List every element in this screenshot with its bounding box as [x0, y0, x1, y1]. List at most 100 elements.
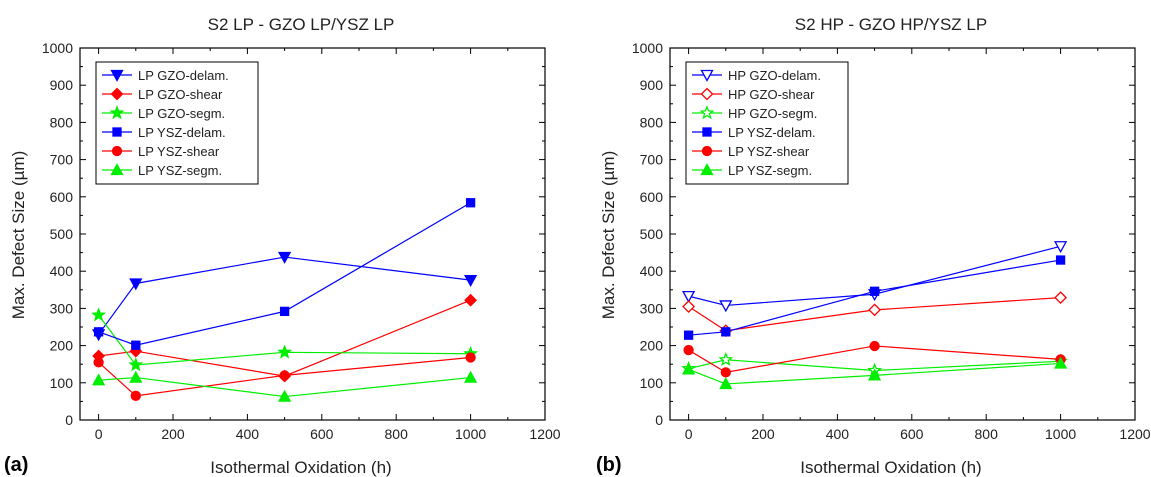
panel-b-y-tick-label: 0	[655, 412, 663, 428]
panel-a-data-point	[91, 307, 107, 322]
panel-a-letter: (a)	[4, 454, 28, 476]
panel-b-series-line	[688, 297, 1061, 332]
panel-b-data-point	[868, 368, 882, 381]
panel-a-legend-marker	[110, 87, 124, 101]
panel-a-legend-entry: LP YSZ-shear	[102, 144, 220, 159]
panel-b-legend-label: LP YSZ-shear	[728, 144, 810, 159]
panel-a-y-tick-label: 700	[50, 152, 74, 168]
panel-a-x-tick-label: 800	[385, 426, 409, 442]
panel-a-data-point	[278, 251, 292, 264]
panel-a-legend-label: LP GZO-segm.	[138, 106, 225, 121]
panel-a-data-point	[279, 306, 290, 317]
panel-b-y-tick-label: 300	[640, 300, 664, 316]
panel-a-x-tick-label: 200	[161, 426, 185, 442]
panel-b-data-point	[719, 300, 733, 313]
panel-a-legend-entry: LP GZO-shear	[102, 87, 223, 102]
panel-b-y-axis-label: Max. Defect Size (µm)	[599, 151, 618, 320]
panel-a-data-point	[279, 370, 290, 381]
panel-b-title: S2 HP - GZO HP/YSZ LP	[795, 15, 987, 34]
panel-b-legend-label: HP GZO-shear	[728, 87, 815, 102]
panel-b: S2 HP - GZO HP/YSZ LP Isothermal Oxidati…	[596, 15, 1151, 477]
panel-a-data-point	[278, 389, 292, 402]
panel-a-series-6	[92, 370, 478, 402]
panel-a-x-tick-label: 0	[95, 426, 103, 442]
panel-b-data-point	[719, 377, 733, 390]
panel-b-series-line	[688, 359, 1061, 372]
panel-b-series-line	[688, 362, 1061, 385]
panel-b-legend-box	[685, 61, 849, 185]
panel-a-legend-entry: LP YSZ-delam.	[102, 125, 226, 140]
panel-b-data-point	[1054, 356, 1068, 369]
panel-b-legend-marker	[700, 87, 714, 101]
panel-a-y-tick-label: 0	[65, 412, 73, 428]
panel-b-x-tick-label: 800	[975, 426, 999, 442]
panel-b-legend-marker	[699, 105, 715, 120]
panel-a-data-point	[129, 278, 143, 291]
panel-a-data-point	[131, 340, 141, 350]
panel-a-x-tick-label: 1200	[529, 426, 560, 442]
panel-a-title: S2 LP - GZO LP/YSZ LP	[208, 15, 395, 34]
panel-a-data-point	[277, 344, 293, 359]
panel-b-legend-entry: HP GZO-shear	[692, 87, 815, 102]
panel-a-y-tick-label: 800	[50, 114, 74, 130]
panel-b-data-point	[1054, 241, 1068, 254]
panel-b-legend-marker	[701, 145, 713, 157]
panel-b-legend-label: HP GZO-delam.	[728, 68, 821, 83]
panel-a-data-point	[464, 274, 478, 287]
panel-b-data-point	[868, 303, 882, 317]
panel-b-y-tick-label: 600	[640, 189, 664, 205]
panel-b-series-4	[683, 255, 1066, 340]
panel-b-data-point	[682, 290, 696, 303]
panel-b-data-point	[682, 362, 696, 375]
panel-b-legend-marker	[702, 127, 712, 137]
panel-b-x-axis-label: Isothermal Oxidation (h)	[800, 458, 981, 477]
panel-a-legend-marker	[110, 163, 124, 176]
panel-b-data-point	[1054, 291, 1068, 305]
panel-b-series-line	[688, 345, 1061, 374]
panel-b-data-point	[869, 286, 880, 296]
panel-b-legend-label: LP YSZ-segm.	[728, 163, 812, 178]
panel-b-y-tick-label: 100	[640, 375, 664, 391]
panel-a-legend-marker	[110, 69, 124, 82]
panel-b-y-tick-label: 800	[640, 114, 664, 130]
panel-a-data-point	[92, 373, 106, 386]
panel-b-data-point	[1055, 255, 1066, 265]
panel-b-legend-label: HP GZO-segm.	[728, 106, 817, 121]
panel-b-legend-entry: LP YSZ-shear	[692, 144, 810, 159]
panel-a-series-line	[98, 376, 471, 398]
panel-b-legend-label: LP YSZ-delam.	[728, 125, 816, 140]
panel-a-y-tick-label: 100	[50, 375, 74, 391]
panel-a-series-line	[98, 299, 471, 377]
panel-a-legend-label: LP YSZ-segm.	[138, 163, 222, 178]
panel-b-series-6	[682, 356, 1068, 390]
panel-a-series-4	[93, 198, 476, 350]
panel-a-x-tick-label: 600	[310, 426, 334, 442]
panel-b-data-point	[869, 340, 880, 352]
panel-b-y-tick-label: 200	[640, 338, 664, 354]
panel-a-data-point	[128, 357, 144, 372]
panel-b-series-line	[688, 245, 1061, 307]
panel-a-series-line	[98, 202, 471, 346]
panel-a-y-tick-label: 300	[50, 300, 74, 316]
panel-a: S2 LP - GZO LP/YSZ LP Isothermal Oxidati…	[4, 15, 561, 477]
panel-b-data-point	[683, 330, 694, 340]
panel-a-legend-label: LP GZO-shear	[138, 87, 223, 102]
panel-a-legend-marker	[109, 105, 125, 120]
panel-b-y-tick-label: 900	[640, 77, 664, 93]
panel-b-y-tick-label: 400	[640, 263, 664, 279]
panel-b-letter: (b)	[596, 454, 622, 476]
panel-b-data-point	[718, 351, 734, 367]
panel-a-series-1	[92, 251, 478, 342]
panel-b-legend-entry: HP GZO-delam.	[692, 68, 821, 83]
panel-a-data-point	[465, 198, 476, 208]
panel-a-legend-entry: LP GZO-segm.	[102, 105, 225, 121]
panel-a-x-tick-label: 400	[236, 426, 260, 442]
panel-a-y-tick-label: 600	[50, 189, 74, 205]
panel-b-data-point	[683, 344, 694, 356]
panel-b-data-point	[682, 300, 696, 313]
panel-b-x-tick-label: 400	[826, 426, 850, 442]
panel-a-legend-label: LP YSZ-shear	[138, 144, 220, 159]
panel-a-data-point	[464, 293, 478, 307]
panel-b-series-5	[683, 340, 1066, 378]
